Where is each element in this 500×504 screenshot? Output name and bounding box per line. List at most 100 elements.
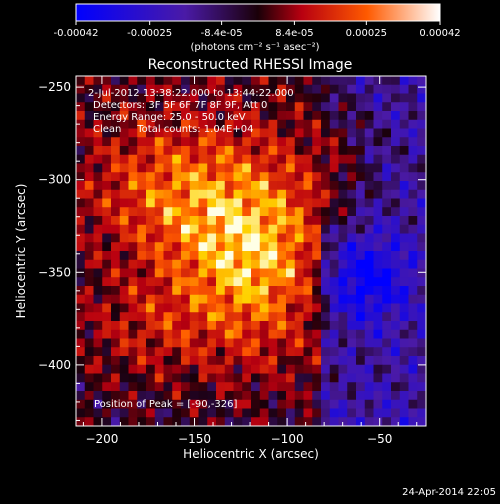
heatmap-cell <box>312 172 322 182</box>
heatmap-cell <box>373 347 383 357</box>
heatmap-cell <box>259 181 269 191</box>
heatmap-cell <box>111 408 121 418</box>
heatmap-cell <box>373 417 383 426</box>
heatmap-cell <box>259 356 269 366</box>
heatmap-cell <box>286 294 296 304</box>
heatmap-cell <box>216 233 226 243</box>
heatmap-cell <box>417 259 426 269</box>
heatmap-cell <box>321 277 331 287</box>
heatmap-cell <box>76 408 86 418</box>
heatmap-cell <box>93 102 103 112</box>
heatmap-cell <box>268 364 278 374</box>
heatmap-cell <box>181 146 191 156</box>
heatmap-cell <box>216 154 226 164</box>
heatmap-cell <box>233 76 243 86</box>
heatmap-cell <box>259 216 269 226</box>
heatmap-cell <box>119 338 129 348</box>
heatmap-cell <box>364 163 374 173</box>
heatmap-cell <box>189 198 199 208</box>
heatmap-cell <box>303 286 313 296</box>
heatmap-cell <box>356 154 366 164</box>
heatmap-cell <box>347 391 357 401</box>
heatmap-cell <box>338 207 348 217</box>
colorbar <box>75 3 441 22</box>
heatmap-cell <box>259 242 269 252</box>
heatmap-cell <box>119 347 129 357</box>
heatmap-cell <box>356 102 366 112</box>
heatmap-cell <box>399 224 409 234</box>
heatmap-cell <box>233 286 243 296</box>
heatmap-cell <box>172 338 182 348</box>
heatmap-cell <box>347 294 357 304</box>
heatmap-cell <box>84 408 94 418</box>
heatmap-cell <box>93 189 103 199</box>
heatmap-cell <box>198 198 208 208</box>
heatmap-cell <box>137 84 147 94</box>
heatmap-cell <box>251 84 261 94</box>
heatmap-cell <box>207 137 217 147</box>
heatmap-cell <box>312 216 322 226</box>
heatmap-cell <box>128 76 138 86</box>
heatmap-cell <box>408 224 418 234</box>
heatmap-cell <box>329 146 339 156</box>
heatmap-cell <box>154 128 164 138</box>
heatmap-cell <box>102 268 112 278</box>
heatmap-cell <box>111 356 121 366</box>
heatmap-cell <box>268 399 278 409</box>
heatmap-cell <box>373 294 383 304</box>
heatmap-cell <box>233 233 243 243</box>
heatmap-cell <box>321 329 331 339</box>
heatmap-cell <box>172 391 182 401</box>
heatmap-cell <box>329 154 339 164</box>
heatmap-cell <box>181 312 191 322</box>
heatmap-cell <box>417 84 426 94</box>
heatmap-cell <box>321 163 331 173</box>
heatmap-cell <box>391 84 401 94</box>
heatmap-cell <box>399 93 409 103</box>
heatmap-cell <box>233 356 243 366</box>
heatmap-cell <box>286 172 296 182</box>
heatmap-cell <box>259 364 269 374</box>
heatmap-cell <box>294 224 304 234</box>
heatmap-cell <box>84 154 94 164</box>
heatmap-cell <box>84 137 94 147</box>
heatmap-cell <box>233 312 243 322</box>
heatmap-cell <box>207 181 217 191</box>
heatmap-cell <box>233 417 243 426</box>
heatmap-cell <box>198 391 208 401</box>
heatmap-cell <box>146 111 156 121</box>
heatmap-cell <box>303 382 313 392</box>
heatmap-cell <box>329 259 339 269</box>
heatmap-cell <box>312 329 322 339</box>
heatmap-cell <box>277 417 287 426</box>
heatmap-cell <box>259 417 269 426</box>
heatmap-cell <box>181 417 191 426</box>
heatmap-cell <box>128 259 138 269</box>
heatmap-cell <box>93 277 103 287</box>
heatmap-cell <box>373 251 383 261</box>
heatmap-cell <box>233 146 243 156</box>
heatmap-cell <box>111 137 121 147</box>
y-tick-label: −300 <box>38 173 71 187</box>
heatmap-cell <box>207 207 217 217</box>
heatmap-cell <box>417 93 426 103</box>
heatmap-cell <box>277 364 287 374</box>
heatmap-cell <box>163 408 173 418</box>
heatmap-cell <box>321 268 331 278</box>
heatmap-cell <box>399 242 409 252</box>
heatmap-cell <box>163 76 173 86</box>
heatmap-cell <box>111 233 121 243</box>
heatmap-cell <box>268 154 278 164</box>
heatmap-cell <box>163 329 173 339</box>
heatmap-cell <box>207 356 217 366</box>
heatmap-cell <box>163 382 173 392</box>
heatmap-cell <box>312 181 322 191</box>
heatmap-cell <box>251 251 261 261</box>
heatmap-cell <box>391 172 401 182</box>
heatmap-cell <box>207 233 217 243</box>
heatmap-cell <box>268 294 278 304</box>
heatmap-cell <box>181 93 191 103</box>
heatmap-cell <box>181 198 191 208</box>
heatmap-cell <box>111 84 121 94</box>
heatmap-cell <box>329 382 339 392</box>
